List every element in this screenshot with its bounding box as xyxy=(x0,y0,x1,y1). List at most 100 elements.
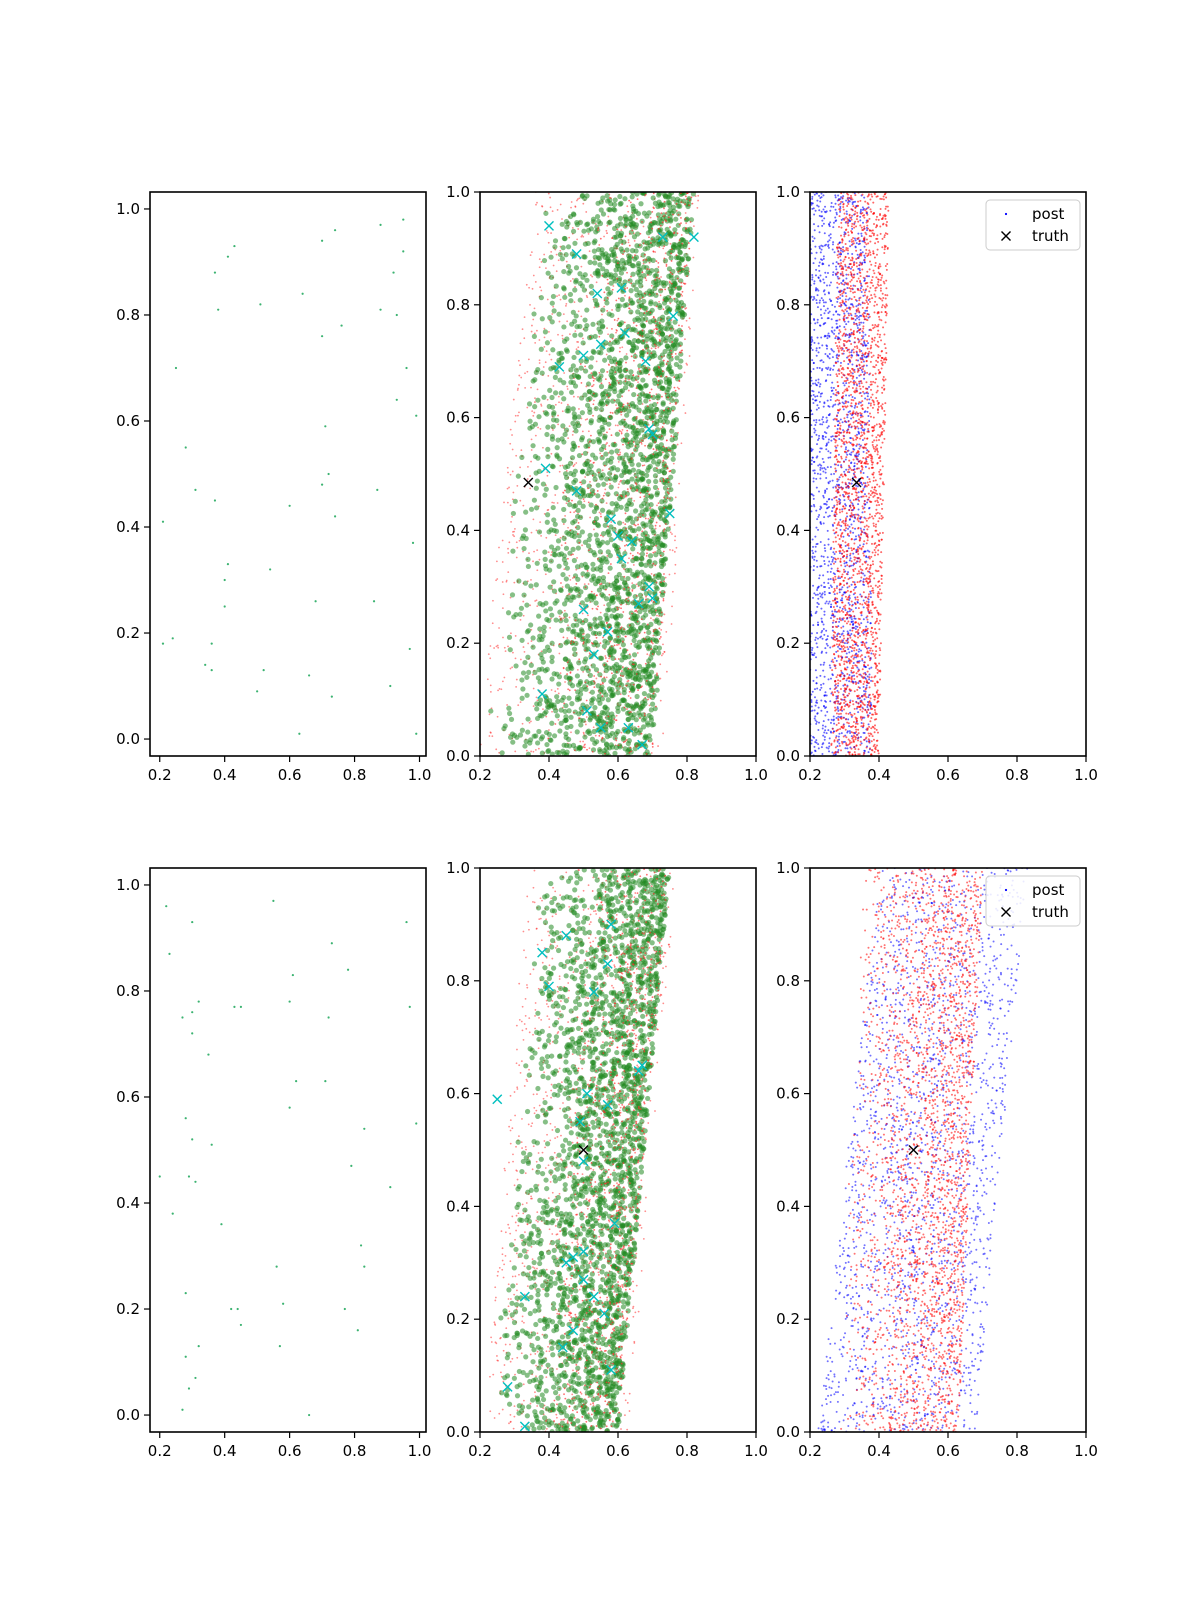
fine-point xyxy=(566,661,569,664)
post-point xyxy=(832,313,835,316)
sample-point xyxy=(631,665,637,672)
post-point xyxy=(830,205,833,208)
post-point xyxy=(864,656,867,659)
sample-point xyxy=(582,539,589,545)
sample-point xyxy=(568,374,575,380)
fine-point xyxy=(511,470,514,473)
fine-point xyxy=(519,364,521,367)
fine-point xyxy=(625,369,628,372)
sample-point xyxy=(586,483,592,489)
fine-point xyxy=(681,295,684,297)
post-point xyxy=(818,385,821,388)
post-point xyxy=(823,244,826,247)
sample-point xyxy=(568,723,574,730)
post-point xyxy=(839,418,842,421)
fine-point xyxy=(628,751,631,754)
fine-point xyxy=(633,499,636,502)
sample-point xyxy=(609,449,615,455)
fine-point xyxy=(625,361,627,364)
fine-point xyxy=(645,554,648,557)
post-point xyxy=(841,401,844,404)
fine-point xyxy=(634,356,637,358)
sample-point xyxy=(648,563,654,569)
sample-point xyxy=(530,378,536,384)
sample-point xyxy=(617,321,623,328)
sample-point xyxy=(572,503,579,509)
fine-point xyxy=(667,216,670,219)
fine-point xyxy=(622,443,624,446)
sample-point xyxy=(560,571,566,578)
sample-point xyxy=(631,583,637,590)
fine-point xyxy=(617,454,620,456)
fine-point xyxy=(635,745,638,748)
fine-point xyxy=(557,692,560,695)
sample-point xyxy=(645,544,651,551)
fine-point xyxy=(683,283,686,285)
sample-point xyxy=(636,669,642,675)
sample-point xyxy=(666,376,672,383)
fine-point xyxy=(630,643,633,645)
post-point xyxy=(855,652,858,655)
sample-point xyxy=(638,418,644,424)
fine-point xyxy=(593,686,596,689)
post-point xyxy=(820,336,823,339)
post-point xyxy=(863,196,866,199)
fine-point xyxy=(645,598,647,601)
sample-point xyxy=(565,263,572,270)
sample-point xyxy=(680,310,686,317)
sample-point xyxy=(644,393,650,399)
sample-point xyxy=(659,551,665,557)
fine-point xyxy=(656,467,658,469)
x-tick-label: 0.6 xyxy=(278,766,302,784)
sample-point xyxy=(505,610,512,616)
fine-point xyxy=(650,388,653,391)
post-point xyxy=(851,372,854,375)
sample-point xyxy=(636,468,642,475)
fine-point xyxy=(554,494,557,496)
post-point xyxy=(835,735,838,738)
sample-point xyxy=(648,714,654,720)
sample-point xyxy=(552,238,559,244)
post-point xyxy=(814,636,817,639)
fine-point xyxy=(617,262,619,264)
fine-point xyxy=(672,435,675,438)
fine-point xyxy=(577,445,580,448)
fine-point xyxy=(661,370,664,373)
sample-point xyxy=(571,354,577,361)
fine-point xyxy=(631,582,634,585)
scatter-point xyxy=(213,499,217,502)
sample-point xyxy=(611,465,617,471)
sample-point xyxy=(550,347,556,353)
sample-point xyxy=(631,637,637,644)
fine-point xyxy=(656,293,658,295)
post-point xyxy=(851,252,854,255)
sample-point xyxy=(523,509,529,515)
fine-point xyxy=(657,365,660,368)
fine-point xyxy=(589,626,592,629)
fine-point xyxy=(658,300,660,303)
post-point xyxy=(811,413,814,416)
post-point xyxy=(832,715,835,718)
fine-point xyxy=(670,327,672,330)
fine-point xyxy=(680,293,683,296)
sample-point xyxy=(658,413,664,420)
fine-point xyxy=(595,281,598,284)
fine-point xyxy=(604,588,607,591)
fine-point xyxy=(561,334,564,337)
fine-point xyxy=(681,306,683,308)
fine-point xyxy=(610,672,613,675)
post-point xyxy=(841,597,844,600)
fine-point xyxy=(660,611,663,614)
sample-point xyxy=(653,584,659,590)
post-point xyxy=(834,196,837,199)
sample-point xyxy=(538,651,544,658)
fine-point xyxy=(664,523,667,525)
post-point xyxy=(853,406,856,409)
fine-point xyxy=(587,430,590,433)
post-point xyxy=(850,650,853,653)
sample-point xyxy=(548,558,554,564)
fine-point xyxy=(628,404,631,407)
marker-x xyxy=(606,514,617,525)
fine-point xyxy=(634,524,637,527)
fine-point xyxy=(645,367,648,369)
